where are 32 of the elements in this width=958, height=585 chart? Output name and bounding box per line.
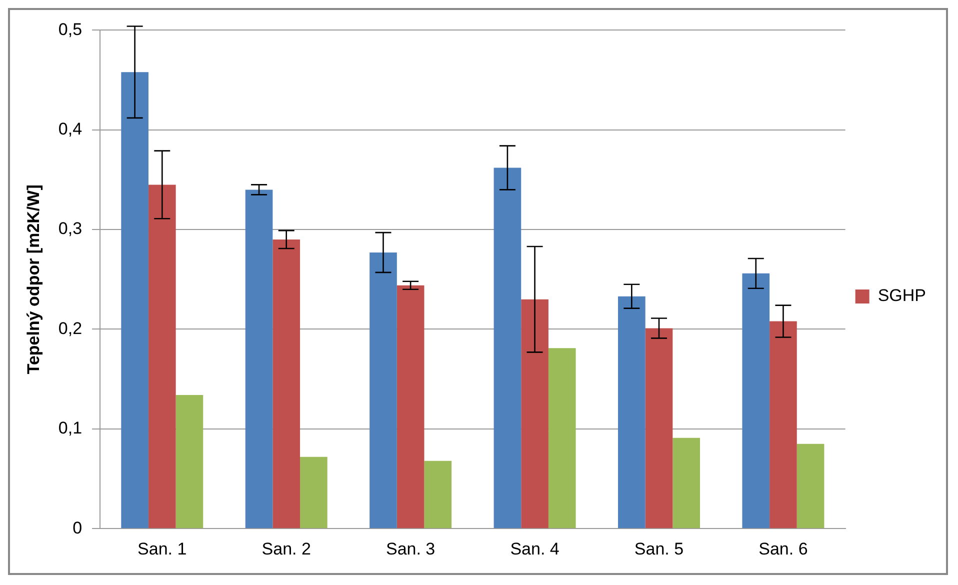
- x-tick-label: San. 6: [758, 539, 808, 558]
- x-tick-label: San. 4: [510, 539, 560, 558]
- bar: [370, 252, 397, 528]
- bar: [742, 273, 770, 528]
- bar: [770, 321, 797, 528]
- bar: [396, 285, 424, 528]
- y-tick-label: 0,2: [58, 318, 82, 338]
- y-tick-label: 0,4: [58, 120, 82, 139]
- bar: [300, 456, 328, 528]
- bar: [121, 72, 148, 528]
- bar: [618, 296, 646, 528]
- bar: [176, 395, 204, 528]
- legend-label: SGHP: [878, 286, 926, 306]
- bar: [645, 328, 673, 528]
- bar: [148, 184, 176, 528]
- y-tick-label: 0,5: [58, 20, 82, 39]
- bar: [245, 190, 273, 528]
- bar: [424, 460, 452, 528]
- bar: [796, 444, 824, 528]
- x-tick-label: San. 1: [138, 539, 187, 558]
- y-tick-label: 0,3: [58, 219, 82, 238]
- bar: [548, 348, 576, 528]
- y-axis-title: Tepelný odpor [m2K/W]: [24, 184, 43, 374]
- bar: [272, 240, 300, 528]
- bar: [672, 438, 700, 528]
- bar: [494, 168, 522, 528]
- y-tick-label: 0: [72, 518, 82, 538]
- x-tick-label: San. 3: [386, 539, 436, 558]
- x-tick-label: San. 5: [634, 539, 684, 558]
- bar: [521, 299, 548, 528]
- y-tick-label: 0,1: [58, 418, 82, 438]
- x-tick-label: San. 2: [262, 539, 311, 558]
